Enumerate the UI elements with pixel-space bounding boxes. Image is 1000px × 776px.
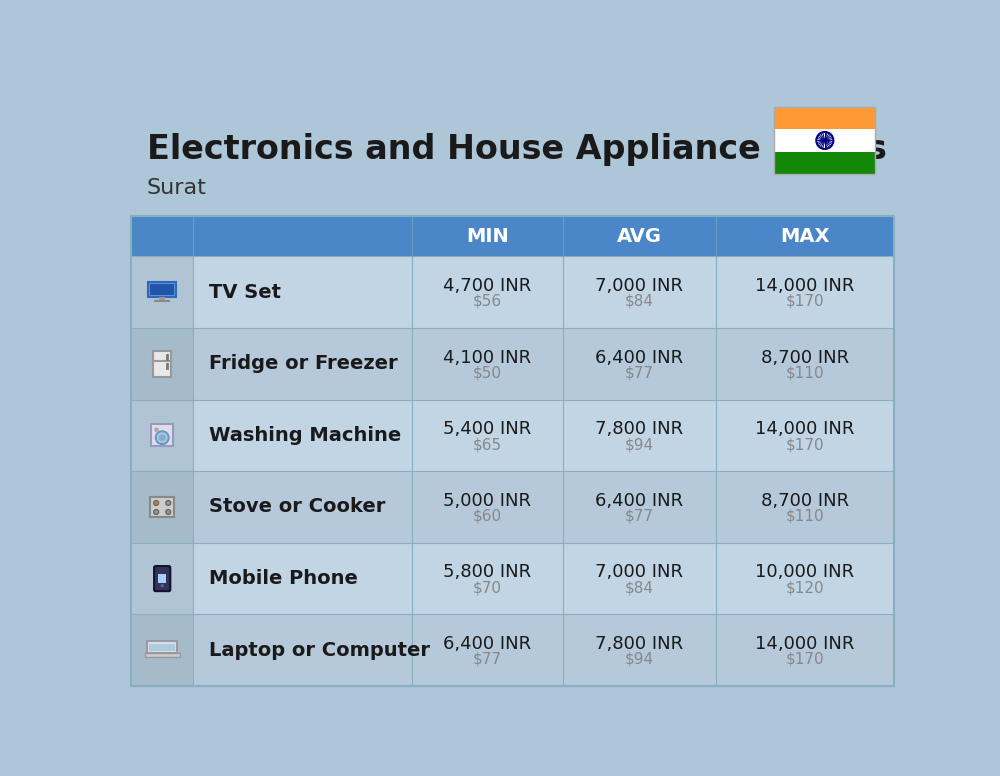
Text: Laptop or Computer: Laptop or Computer [209,641,430,660]
Text: 7,800 INR: 7,800 INR [595,635,683,653]
Bar [149,643,175,650]
Text: Stove or Cooker: Stove or Cooker [209,497,385,517]
Circle shape [166,501,171,505]
Circle shape [161,584,164,587]
Text: 6,400 INR: 6,400 INR [595,348,683,366]
Text: $84: $84 [625,294,654,309]
Bar [131,542,894,615]
Bar [150,285,174,295]
Bar [131,400,193,471]
Text: $94: $94 [625,437,654,452]
Text: 4,700 INR: 4,700 INR [443,277,531,295]
Circle shape [154,501,159,505]
Bar [153,351,171,377]
Text: 7,800 INR: 7,800 INR [595,421,683,438]
Text: Electronics and House Appliance Prices: Electronics and House Appliance Prices [147,133,887,166]
Text: $50: $50 [473,365,502,380]
Bar [148,282,176,297]
Text: 14,000 INR: 14,000 INR [755,635,854,653]
Text: 5,800 INR: 5,800 INR [443,563,531,581]
Bar [774,107,875,174]
Circle shape [154,428,159,432]
Text: Fridge or Freezer: Fridge or Freezer [209,355,397,373]
Text: 6,400 INR: 6,400 INR [443,635,531,653]
Text: Surat: Surat [147,178,207,198]
Circle shape [159,434,166,442]
Text: $170: $170 [785,652,824,667]
Bar [131,328,894,400]
Text: $110: $110 [785,365,824,380]
Bar [131,256,894,328]
Text: 14,000 INR: 14,000 INR [755,421,854,438]
Text: Washing Machine: Washing Machine [209,426,401,445]
Bar [147,641,177,653]
Bar [131,328,193,400]
Bar [131,615,894,686]
Text: $56: $56 [473,294,502,309]
Bar [131,542,193,615]
Text: $170: $170 [785,437,824,452]
Text: 4,100 INR: 4,100 INR [443,348,531,366]
Text: $120: $120 [785,580,824,595]
Text: $60: $60 [473,509,502,524]
Text: Mobile Phone: Mobile Phone [209,569,358,588]
Circle shape [166,510,171,514]
Text: 7,000 INR: 7,000 INR [595,563,683,581]
Circle shape [156,431,169,444]
Bar [774,130,875,151]
Text: $84: $84 [625,580,654,595]
Bar [774,151,875,174]
Bar [151,424,173,446]
Bar [131,217,894,256]
Text: TV Set: TV Set [209,282,281,302]
Bar [131,256,193,328]
Text: MAX: MAX [780,227,829,246]
Text: 8,700 INR: 8,700 INR [761,492,849,510]
Text: 5,400 INR: 5,400 INR [443,421,531,438]
Text: $70: $70 [473,580,502,595]
Text: $110: $110 [785,509,824,524]
Text: 10,000 INR: 10,000 INR [755,563,854,581]
Bar [774,107,875,130]
Bar [131,217,894,686]
FancyBboxPatch shape [154,566,170,591]
Bar [150,497,174,517]
Text: AVG: AVG [617,227,662,246]
Text: 6,400 INR: 6,400 INR [595,492,683,510]
Bar [145,653,180,656]
Bar [131,615,193,686]
Text: 7,000 INR: 7,000 INR [595,277,683,295]
Bar [131,400,894,471]
Text: $65: $65 [473,437,502,452]
Bar [159,297,165,300]
Text: 5,000 INR: 5,000 INR [443,492,531,510]
Text: $77: $77 [473,652,502,667]
Bar [154,300,170,302]
Bar [131,471,894,542]
Circle shape [155,501,158,504]
Text: MIN: MIN [466,227,509,246]
Text: $77: $77 [625,509,654,524]
Text: 14,000 INR: 14,000 INR [755,277,854,295]
Text: $94: $94 [625,652,654,667]
Text: $77: $77 [625,365,654,380]
Circle shape [154,510,159,514]
Bar [131,471,193,542]
Text: $170: $170 [785,294,824,309]
Text: 8,700 INR: 8,700 INR [761,348,849,366]
Bar [158,573,166,584]
